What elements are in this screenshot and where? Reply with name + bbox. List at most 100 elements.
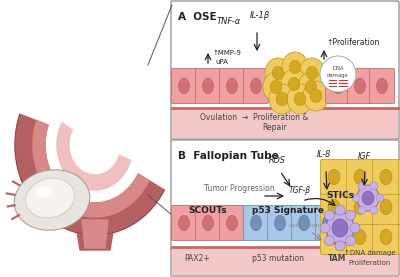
Text: SCOUTs: SCOUTs bbox=[189, 206, 227, 215]
Circle shape bbox=[324, 210, 334, 220]
Ellipse shape bbox=[298, 72, 324, 102]
FancyBboxPatch shape bbox=[171, 140, 399, 276]
Ellipse shape bbox=[289, 60, 301, 74]
Ellipse shape bbox=[362, 191, 374, 205]
Ellipse shape bbox=[294, 92, 306, 106]
Circle shape bbox=[358, 182, 366, 190]
Circle shape bbox=[335, 241, 345, 251]
Text: p53 mutation: p53 mutation bbox=[252, 254, 304, 263]
Ellipse shape bbox=[310, 89, 322, 103]
Ellipse shape bbox=[178, 78, 190, 94]
Ellipse shape bbox=[269, 84, 295, 114]
Ellipse shape bbox=[14, 170, 90, 230]
Ellipse shape bbox=[328, 229, 340, 245]
Ellipse shape bbox=[376, 78, 388, 94]
Ellipse shape bbox=[354, 78, 366, 94]
Ellipse shape bbox=[281, 69, 307, 99]
FancyBboxPatch shape bbox=[171, 1, 399, 139]
FancyBboxPatch shape bbox=[244, 68, 268, 104]
Polygon shape bbox=[57, 122, 131, 190]
Ellipse shape bbox=[328, 169, 340, 185]
Circle shape bbox=[320, 223, 330, 233]
Text: Activation: Activation bbox=[288, 223, 320, 228]
FancyBboxPatch shape bbox=[372, 219, 400, 255]
Ellipse shape bbox=[322, 215, 334, 231]
Ellipse shape bbox=[35, 186, 53, 198]
FancyBboxPatch shape bbox=[372, 160, 400, 194]
Ellipse shape bbox=[270, 80, 282, 94]
Ellipse shape bbox=[274, 215, 286, 231]
FancyBboxPatch shape bbox=[172, 68, 196, 104]
Ellipse shape bbox=[354, 199, 366, 215]
Polygon shape bbox=[82, 220, 108, 248]
Ellipse shape bbox=[178, 215, 190, 231]
Text: ↑MMP-9: ↑MMP-9 bbox=[213, 50, 242, 56]
Polygon shape bbox=[33, 120, 149, 217]
Circle shape bbox=[376, 194, 384, 202]
FancyBboxPatch shape bbox=[196, 206, 220, 240]
Ellipse shape bbox=[202, 78, 214, 94]
Ellipse shape bbox=[380, 199, 392, 215]
Text: Tumor Progression: Tumor Progression bbox=[204, 184, 275, 193]
Ellipse shape bbox=[299, 58, 325, 88]
Circle shape bbox=[358, 206, 366, 214]
Ellipse shape bbox=[326, 212, 354, 244]
Ellipse shape bbox=[250, 215, 262, 231]
Text: ROS: ROS bbox=[268, 156, 286, 165]
FancyBboxPatch shape bbox=[346, 219, 374, 255]
Circle shape bbox=[370, 182, 378, 190]
FancyBboxPatch shape bbox=[320, 219, 348, 255]
Ellipse shape bbox=[354, 169, 366, 185]
Circle shape bbox=[370, 206, 378, 214]
Ellipse shape bbox=[282, 52, 308, 82]
Ellipse shape bbox=[305, 80, 317, 94]
Bar bbox=[172, 108, 398, 138]
Text: ↑Proliferation: ↑Proliferation bbox=[326, 38, 379, 47]
Circle shape bbox=[335, 205, 345, 215]
Ellipse shape bbox=[332, 78, 344, 94]
Ellipse shape bbox=[380, 169, 392, 185]
FancyBboxPatch shape bbox=[196, 68, 220, 104]
FancyBboxPatch shape bbox=[268, 206, 292, 240]
FancyBboxPatch shape bbox=[244, 206, 268, 240]
FancyBboxPatch shape bbox=[172, 206, 196, 240]
Circle shape bbox=[352, 194, 360, 202]
Ellipse shape bbox=[303, 81, 329, 111]
Text: TGF-β: TGF-β bbox=[289, 186, 311, 195]
FancyBboxPatch shape bbox=[316, 206, 340, 240]
FancyBboxPatch shape bbox=[372, 189, 400, 224]
Ellipse shape bbox=[265, 58, 291, 88]
FancyBboxPatch shape bbox=[370, 68, 394, 104]
FancyBboxPatch shape bbox=[348, 68, 372, 104]
Ellipse shape bbox=[357, 185, 379, 211]
Text: IL-1β: IL-1β bbox=[250, 11, 270, 20]
Text: STICs: STICs bbox=[326, 191, 354, 200]
Bar bbox=[172, 247, 398, 275]
FancyBboxPatch shape bbox=[326, 68, 350, 104]
Text: IGF: IGF bbox=[357, 152, 371, 161]
Text: ↑DNA damage: ↑DNA damage bbox=[344, 250, 396, 256]
Circle shape bbox=[324, 236, 334, 246]
Ellipse shape bbox=[287, 84, 313, 114]
Ellipse shape bbox=[276, 92, 288, 106]
Text: A  OSE: A OSE bbox=[178, 12, 217, 22]
Text: PAX2+: PAX2+ bbox=[184, 254, 210, 263]
Polygon shape bbox=[15, 114, 164, 235]
Text: Proliferation: Proliferation bbox=[348, 260, 390, 266]
Ellipse shape bbox=[380, 229, 392, 245]
FancyBboxPatch shape bbox=[346, 160, 374, 194]
Circle shape bbox=[346, 210, 356, 220]
Ellipse shape bbox=[226, 78, 238, 94]
FancyBboxPatch shape bbox=[320, 189, 348, 224]
FancyBboxPatch shape bbox=[398, 160, 400, 194]
Text: TNF-α: TNF-α bbox=[217, 17, 241, 26]
Ellipse shape bbox=[306, 66, 318, 80]
Text: IL-8: IL-8 bbox=[317, 150, 331, 159]
Ellipse shape bbox=[263, 72, 289, 102]
Circle shape bbox=[350, 223, 360, 233]
Circle shape bbox=[320, 56, 356, 92]
FancyBboxPatch shape bbox=[398, 189, 400, 224]
FancyBboxPatch shape bbox=[220, 68, 244, 104]
Text: p53 Signature: p53 Signature bbox=[252, 206, 324, 215]
Text: Repair: Repair bbox=[262, 123, 287, 132]
